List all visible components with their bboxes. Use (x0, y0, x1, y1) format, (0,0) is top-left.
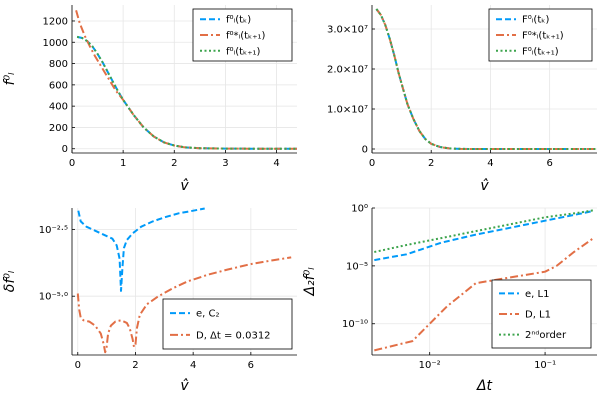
top-left-ytick-label-2: 400 (49, 102, 68, 113)
top-right-legend-label-0: F⁰ₗ(tₖ) (522, 15, 550, 26)
bottom-left-xtick-label-1: 2 (132, 360, 138, 371)
bottom-right-xtick-label-0: 10⁻² (419, 360, 441, 371)
top-left-xtick-label-4: 4 (273, 158, 279, 169)
bottom-right-xtick-label-1: 10⁻¹ (534, 360, 556, 371)
bottom-left-series-1-line (76, 256, 292, 354)
top-left-ytick-label-1: 200 (49, 123, 68, 134)
top-right-xtick-label-2: 4 (487, 158, 493, 169)
bottom-left-xtick-label-2: 4 (190, 360, 196, 371)
top-left-ytick-label-5: 1000 (43, 38, 68, 49)
top-right-ytick-label-2: 2.0×10⁷ (327, 65, 368, 76)
top-right-legend-label-2: F⁰ₗ(tₖ₊₁) (522, 46, 559, 57)
bottom-left-xtick-label-3: 6 (248, 360, 254, 371)
top-right-ytick-label-0: 0 (362, 145, 368, 156)
bottom-left-xtick-label-0: 0 (75, 360, 81, 371)
top-right-xtick-label-0: 0 (369, 158, 375, 169)
top-left-legend-label-1: f⁰*ₗ(tₖ₊₁) (226, 31, 266, 42)
bottom-left-legend-label-0: e, C₂ (196, 309, 220, 320)
bottom-left-ylabel: δf⁰ₗ (2, 270, 18, 292)
bottom-right-ytick-label-0: 10⁰ (351, 204, 368, 215)
bottom-right-ylabel: Δ₂f⁰ₗ (302, 267, 318, 297)
bottom-left-legend-label-1: D, Δt = 0.0312 (196, 330, 271, 341)
top-left-series-2-line (76, 35, 297, 150)
top-left-xtick-label-2: 2 (171, 158, 177, 169)
bottom-right-xlabel: Δt (476, 378, 493, 394)
bottom-right-ytick-label-1: 10⁻⁵ (346, 261, 368, 272)
top-left-ytick-label-4: 800 (49, 59, 68, 70)
top-right-legend-box (488, 8, 593, 62)
top-right-xtick-label-3: 6 (546, 158, 552, 169)
top-left-ylabel: f⁰ₗ (2, 72, 18, 86)
top-left-xtick-label-0: 0 (69, 158, 75, 169)
top-left-ytick-label-6: 1200 (43, 16, 68, 27)
top-left-xlabel: v̂ (180, 178, 189, 194)
bottom-left-ytick-label-1: 10⁻⁵·⁰ (39, 292, 68, 303)
top-right-xtick-label-1: 2 (428, 158, 434, 169)
top-right-ytick-label-3: 3.0×10⁷ (327, 25, 368, 36)
top-left-legend-label-2: f⁰ₗ(tₖ₊₁) (226, 46, 261, 57)
bottom-left-series-0-line (77, 207, 205, 292)
top-left-xtick-label-3: 3 (222, 158, 228, 169)
bottom-left-ytick-label-0: 10⁻²·⁵ (39, 225, 68, 236)
top-right-xlabel: v̂ (480, 178, 489, 194)
top-left-ytick-label-0: 0 (62, 144, 68, 155)
bottom-right-series-0-line (374, 209, 594, 262)
top-left-ytick-label-3: 600 (49, 80, 68, 91)
bottom-left-legend-box (162, 298, 293, 350)
bottom-right-legend-label-0: e, L1 (525, 289, 549, 300)
bottom-right-series-1-line (374, 237, 595, 352)
top-left-xtick-label-1: 1 (120, 158, 126, 169)
top-left-legend-label-0: f⁰ₗ(tₖ) (226, 15, 251, 26)
bottom-right-ytick-label-2: 10⁻¹⁰ (342, 319, 368, 330)
bottom-right-legend-label-2: 2ⁿᵈorder (525, 330, 567, 341)
bottom-right-legend-label-1: D, L1 (525, 310, 551, 321)
bottom-right-series-2-line (374, 209, 594, 253)
top-right-legend-label-1: F⁰*ₗ(tₖ₊₁) (522, 31, 564, 42)
top-right-ytick-label-1: 1.0×10⁷ (327, 105, 368, 116)
bottom-right-legend-box (491, 279, 592, 349)
top-right-series-2-line (375, 8, 597, 150)
top-left-legend-box (192, 8, 293, 62)
bottom-left-xlabel: v̂ (180, 378, 189, 394)
